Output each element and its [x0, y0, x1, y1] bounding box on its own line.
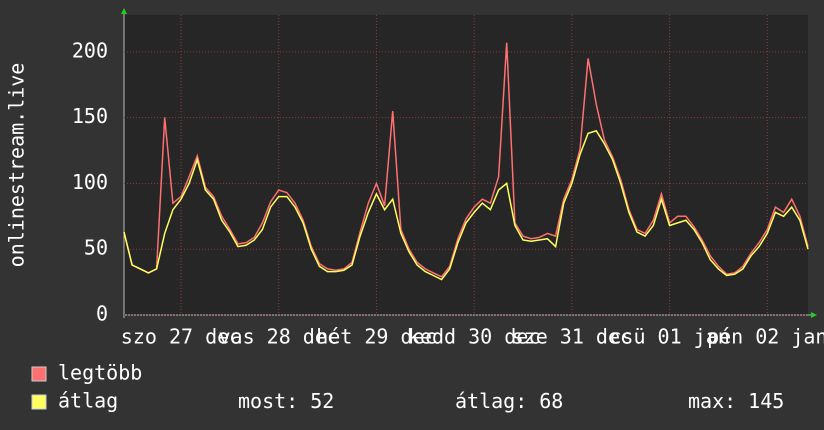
y-tick-label: 50 [84, 236, 108, 260]
x-tick-label: vas 28 dec [219, 325, 339, 349]
stat-value: 145 [748, 389, 784, 413]
stat-label: most: [238, 389, 298, 413]
stat-label: átlag: [455, 389, 527, 413]
legend-swatch [31, 394, 47, 410]
y-tick-label: 150 [72, 104, 108, 128]
stat: most: 52 [238, 389, 334, 413]
x-tick-label: hét 29 dec [316, 325, 436, 349]
stat-value: 52 [310, 389, 334, 413]
stat-label: max: [688, 389, 736, 413]
y-tick-label: 100 [72, 170, 108, 194]
stat: átlag: 68 [455, 389, 563, 413]
y-arrow [121, 8, 127, 14]
legend-swatch [31, 366, 47, 382]
legend: legtöbb átlag most: 52 átlag: 68 max: 145 [31, 361, 784, 413]
x-tick-label: szo 27 dec [121, 325, 241, 349]
x-arrow [811, 312, 817, 318]
x-tick-label: sze 31 dec [512, 325, 632, 349]
y-tick-label: 200 [72, 38, 108, 62]
stat: max: 145 [688, 389, 784, 413]
plot-area [124, 15, 808, 315]
y-tick-label: 0 [96, 302, 108, 326]
stat-value: 68 [539, 389, 563, 413]
x-tick-label: csü 01 jan [609, 325, 729, 349]
series-line [123, 42, 809, 278]
x-tick-label: pén 02 jan [707, 325, 824, 349]
legend-label: átlag [58, 389, 118, 413]
series-line [123, 129, 809, 281]
y-axis-label: onlinestream.live [5, 63, 29, 268]
x-tick-label: kedd 30 dec [408, 325, 540, 349]
legend-label: legtöbb [58, 361, 142, 385]
